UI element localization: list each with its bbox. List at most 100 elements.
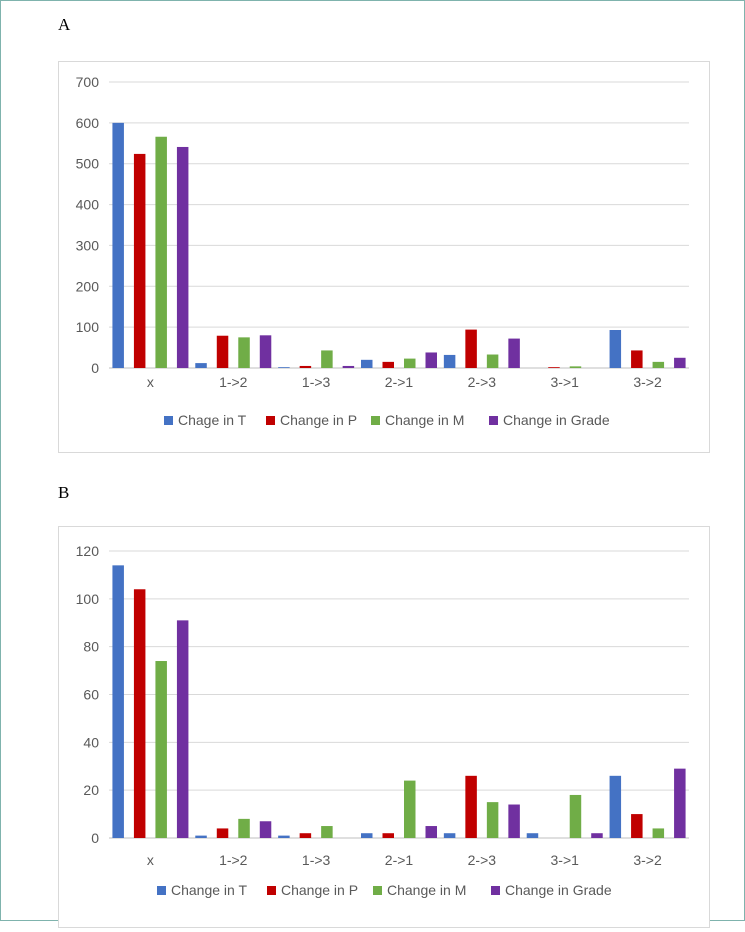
y-tick-label: 100	[76, 319, 100, 335]
panel-label-a: A	[58, 15, 71, 34]
legend-swatch	[373, 886, 382, 895]
bar	[299, 833, 312, 838]
legend-label: Change in Grade	[505, 882, 612, 898]
bar	[361, 359, 373, 368]
bar	[155, 136, 167, 368]
y-tick-label: 80	[83, 639, 99, 655]
y-tick-label: 400	[76, 197, 100, 213]
y-tick-label: 200	[76, 278, 100, 294]
y-tick-label: 100	[76, 591, 100, 607]
bar	[548, 367, 560, 368]
bar	[404, 358, 416, 368]
bar	[465, 775, 477, 838]
x-tick-label: 2->1	[385, 374, 414, 390]
bar	[443, 833, 456, 838]
bar	[112, 122, 124, 368]
y-tick-label: 500	[76, 156, 100, 172]
y-tick-label: 300	[76, 237, 100, 253]
bar	[133, 153, 146, 368]
bar	[238, 337, 250, 368]
legend-swatch	[266, 416, 275, 425]
bar	[486, 802, 499, 838]
legend-swatch	[371, 416, 380, 425]
y-tick-label: 700	[76, 74, 100, 90]
bar	[112, 565, 124, 838]
bar	[216, 335, 229, 368]
bar	[176, 146, 189, 368]
y-tick-label: 0	[91, 360, 99, 376]
bar	[609, 775, 622, 838]
bar	[176, 620, 189, 838]
bar	[259, 335, 272, 368]
bar	[674, 768, 686, 838]
bar	[342, 365, 355, 368]
bar	[631, 350, 643, 368]
bar	[425, 352, 437, 368]
legend-swatch	[164, 416, 173, 425]
chart-b: 0 20 40 60 80 100 120 x 1->2 1->3 2->1 2->3 3->1 3->2…	[76, 543, 689, 898]
bar	[591, 833, 603, 838]
bar	[259, 821, 272, 838]
bar	[155, 661, 167, 838]
bar	[238, 818, 250, 838]
bar	[425, 826, 437, 838]
x-tick-label: 3->2	[633, 374, 662, 390]
x-tick-label: 2->3	[468, 374, 497, 390]
bar	[278, 367, 290, 368]
y-tick-label: 0	[91, 830, 99, 846]
x-tick-label: 1->2	[219, 374, 248, 390]
bar	[133, 589, 146, 838]
bar	[465, 329, 477, 368]
legend-label: Chage in T	[178, 412, 247, 428]
x-tick-label: 2->1	[385, 852, 414, 868]
legend-label: Change in M	[385, 412, 464, 428]
bar	[443, 354, 456, 368]
bar	[382, 833, 394, 838]
x-tick-label: x	[147, 374, 154, 390]
bar	[195, 363, 207, 368]
y-tick-label: 20	[83, 782, 99, 798]
legend-swatch	[267, 886, 276, 895]
x-tick-label: 3->1	[551, 852, 580, 868]
bar	[361, 833, 373, 838]
bar	[508, 804, 520, 838]
legend-swatch	[489, 416, 498, 425]
bar	[321, 350, 333, 368]
bar	[404, 780, 416, 838]
bar	[299, 365, 312, 368]
panel-label-b: B	[58, 483, 70, 502]
bar	[321, 826, 333, 838]
legend-label: Change in P	[280, 412, 357, 428]
x-tick-label: x	[147, 852, 154, 868]
chart-a: 0 100 200 300 400 500 600 700 x 1->2 1->3 2->1 2->3 3…	[76, 74, 689, 428]
y-tick-label: 600	[76, 115, 100, 131]
legend-swatch	[157, 886, 166, 895]
bar	[278, 835, 290, 838]
bar	[569, 794, 582, 838]
bar	[486, 354, 499, 368]
y-tick-label: 40	[83, 734, 99, 750]
bar	[631, 814, 643, 838]
bar	[569, 366, 582, 368]
bar	[508, 338, 520, 368]
bar	[382, 361, 394, 368]
bar	[609, 330, 622, 368]
x-tick-label: 1->3	[302, 852, 331, 868]
bar	[652, 828, 665, 838]
bar	[195, 835, 207, 838]
legend-label: Change in Grade	[503, 412, 610, 428]
y-tick-label: 60	[83, 687, 99, 703]
legend-label: Change in T	[171, 882, 247, 898]
x-tick-label: 2->3	[468, 852, 497, 868]
bar	[652, 361, 665, 368]
bar	[216, 828, 229, 838]
x-tick-label: 1->3	[302, 374, 331, 390]
y-tick-label: 120	[76, 543, 100, 559]
legend-swatch	[491, 886, 500, 895]
bar	[674, 357, 686, 368]
bar	[526, 833, 539, 838]
chart-a-container: 0 100 200 300 400 500 600 700 x 1->2 1->3 2->1 2->3 3…	[58, 61, 710, 453]
legend-label: Change in M	[387, 882, 466, 898]
x-tick-label: 3->1	[551, 374, 580, 390]
